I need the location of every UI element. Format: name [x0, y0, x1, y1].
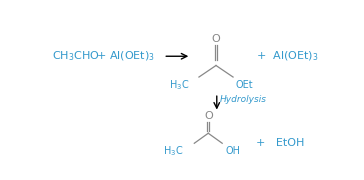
Text: O: O — [211, 33, 220, 44]
Text: CH$_3$CHO: CH$_3$CHO — [52, 49, 99, 63]
Text: +  Al(OEt)$_3$: + Al(OEt)$_3$ — [256, 50, 318, 63]
Text: OEt: OEt — [236, 80, 253, 90]
Text: O: O — [204, 111, 213, 121]
Text: Al(OEt)$_3$: Al(OEt)$_3$ — [109, 50, 155, 63]
Text: H$_3$C: H$_3$C — [169, 78, 189, 92]
Text: Hydrolysis: Hydrolysis — [220, 95, 267, 104]
Text: OH: OH — [225, 146, 240, 156]
Text: +   EtOH: + EtOH — [256, 138, 305, 148]
Text: H$_3$C: H$_3$C — [163, 144, 183, 158]
Text: +: + — [96, 51, 106, 61]
